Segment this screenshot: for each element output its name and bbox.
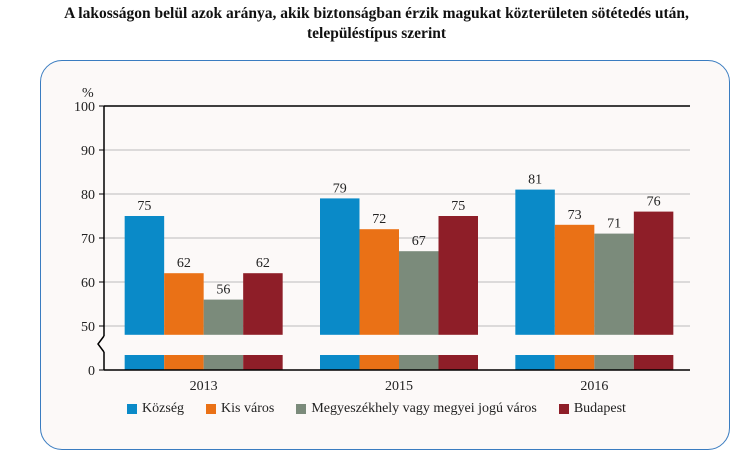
legend-swatch	[558, 404, 569, 414]
legend-item: Budapest	[558, 401, 626, 417]
y-tick-label: 100	[74, 100, 95, 115]
bar	[359, 229, 399, 335]
y-tick-label: 50	[81, 320, 95, 335]
legend-swatch	[206, 404, 217, 414]
bar-stub	[243, 355, 283, 370]
bar-stub	[320, 355, 360, 370]
legend: Község Kis város Megyeszékhely vagy megyei…	[0, 401, 753, 417]
legend-label: Kis város	[221, 401, 275, 416]
legend-item: Megyeszékhely vagy megyei jogú város	[296, 401, 537, 417]
x-tick-label: 2016	[580, 379, 608, 394]
title-line-1: A lakosságon belül azok aránya, akik biz…	[64, 5, 689, 22]
legend-label: Budapest	[573, 401, 626, 416]
bar-stub	[399, 355, 439, 370]
data-label: 62	[256, 256, 270, 271]
bar	[633, 211, 674, 335]
data-label: 56	[216, 283, 230, 298]
legend-swatch	[296, 404, 307, 414]
data-label: 75	[451, 199, 465, 214]
bar-stub	[594, 355, 634, 370]
x-tick-label: 2013	[190, 379, 218, 394]
y-tick-label: 70	[81, 232, 95, 247]
y-tick-label: 90	[81, 144, 95, 159]
data-label: 76	[647, 195, 661, 210]
bar-stub	[554, 355, 595, 370]
axis-break-icon	[97, 335, 105, 353]
bar	[594, 233, 634, 335]
y-tick-label: 80	[81, 188, 95, 203]
title-line-2: településtípus szerint	[306, 25, 447, 42]
bar-stub	[515, 355, 555, 370]
data-label: 72	[372, 212, 386, 227]
data-label: 62	[177, 256, 191, 271]
legend-item: Község	[127, 401, 184, 417]
bar-stub	[438, 355, 478, 370]
bar-stub	[124, 355, 165, 370]
legend-label: Község	[142, 401, 185, 416]
bar-stub	[164, 355, 204, 370]
data-label: 73	[568, 208, 582, 223]
bar	[243, 273, 283, 335]
bar	[320, 198, 360, 335]
bar	[515, 189, 555, 335]
legend-swatch	[127, 404, 138, 414]
legend-label: Megyeszékhely vagy megyei jogú város	[311, 401, 537, 416]
data-label: 75	[137, 199, 151, 214]
data-label: 79	[333, 181, 347, 196]
bar-stub	[633, 355, 674, 370]
bar-stub	[203, 355, 244, 370]
bar	[399, 251, 439, 335]
bar	[554, 224, 595, 335]
bar	[124, 216, 165, 335]
x-tick-label: 2015	[385, 379, 413, 394]
chart-title: A lakosságon belül azok aránya, akik biz…	[0, 4, 753, 44]
bar-stub	[359, 355, 399, 370]
bar	[438, 216, 478, 335]
data-label: 81	[528, 173, 542, 188]
y-tick-label: 0	[88, 364, 95, 379]
data-label: 67	[412, 234, 426, 249]
y-tick-label: 60	[81, 276, 95, 291]
legend-item: Kis város	[206, 401, 274, 417]
bar	[203, 299, 244, 335]
y-axis-unit: %	[82, 86, 94, 101]
bar	[164, 273, 204, 335]
data-label: 71	[607, 217, 621, 232]
